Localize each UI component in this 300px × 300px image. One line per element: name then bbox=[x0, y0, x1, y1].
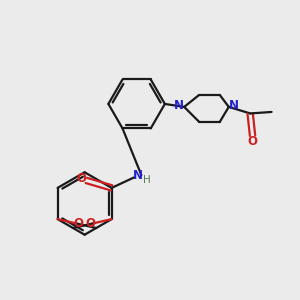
Text: O: O bbox=[74, 217, 83, 230]
Text: O: O bbox=[76, 172, 86, 185]
Text: N: N bbox=[133, 169, 143, 182]
Text: H: H bbox=[142, 175, 150, 185]
Text: O: O bbox=[86, 217, 96, 230]
Text: O: O bbox=[248, 135, 257, 148]
Text: N: N bbox=[174, 99, 184, 112]
Text: N: N bbox=[229, 99, 239, 112]
